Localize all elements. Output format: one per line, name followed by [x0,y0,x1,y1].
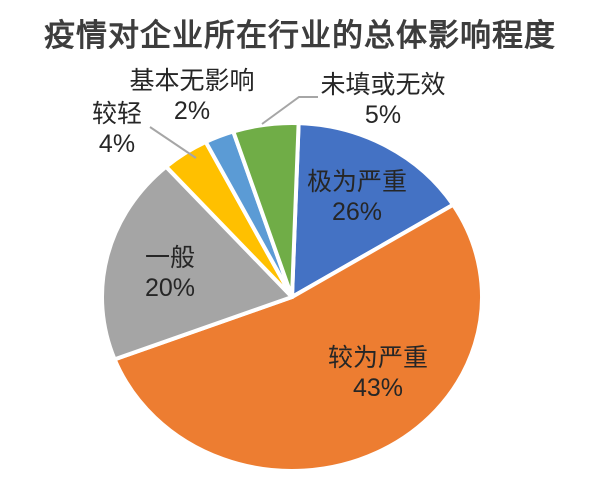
slice-label-moderate-percent: 20% [144,274,196,302]
slice-label-fairly-severe: 较为严重 43% [278,343,478,403]
slice-label-unfilled-invalid: 未填或无效 5% [283,70,483,130]
slice-label-no-impact-name: 基本无影响 [129,67,255,95]
slice-label-unfilled-invalid-name: 未填或无效 [320,71,446,99]
slice-label-moderate: 一般 20% [95,243,245,303]
slice-label-no-impact-percent: 2% [173,97,211,125]
slice-label-extremely-severe-percent: 26% [331,198,383,226]
slice-unfilled-invalid [231,121,301,299]
leader-line-light-slice [149,126,197,159]
slice-moderate [100,164,294,362]
chart-title: 疫情对企业所在行业的总体影响程度 [44,18,556,53]
slice-label-light-name: 较轻 [91,100,142,128]
slice-extremely-severe [290,121,456,299]
slice-label-extremely-severe: 极为严重 26% [257,167,457,227]
leader-line-invalid-slice [261,96,318,125]
slice-fairly-severe [112,202,484,473]
slice-label-light: 较轻 4% [57,99,177,159]
slice-label-extremely-severe-name: 极为严重 [306,168,407,196]
pie-wedges [100,121,484,473]
slice-label-moderate-name: 一般 [144,244,195,272]
slice-label-fairly-severe-name: 较为严重 [327,344,428,372]
slice-label-fairly-severe-percent: 43% [352,374,404,402]
slice-label-light-percent: 4% [98,130,136,158]
slice-label-unfilled-invalid-percent: 5% [364,101,402,129]
slice-label-no-impact: 基本无影响 2% [92,66,292,126]
